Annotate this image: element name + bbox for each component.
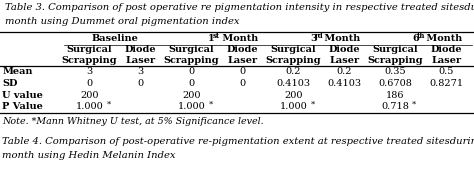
Text: 0: 0 [188, 67, 194, 76]
Text: 1: 1 [209, 34, 215, 43]
Text: Surgical
Scrapping: Surgical Scrapping [62, 45, 117, 65]
Text: 0.8271: 0.8271 [429, 79, 463, 88]
Text: Surgical
Scrapping: Surgical Scrapping [164, 45, 219, 65]
Text: 0.4103: 0.4103 [327, 79, 361, 88]
Text: Note. *Mann Whitney U test, at 5% Significance level.: Note. *Mann Whitney U test, at 5% Signif… [2, 117, 264, 126]
Text: 200: 200 [80, 91, 99, 100]
Text: *: * [412, 101, 417, 108]
Text: *: * [107, 101, 111, 108]
Text: 0: 0 [137, 79, 144, 88]
Text: Table 4. Comparison of post-operative re-pigmentation extent at respective treat: Table 4. Comparison of post-operative re… [2, 136, 474, 145]
Text: *: * [310, 101, 315, 108]
Text: 200: 200 [182, 91, 201, 100]
Text: Mean: Mean [2, 67, 33, 76]
Text: 0.6708: 0.6708 [378, 79, 412, 88]
Text: month using Hedin Melanin Index: month using Hedin Melanin Index [2, 151, 176, 160]
Text: 0.718: 0.718 [381, 102, 409, 111]
Text: 0.35: 0.35 [384, 67, 406, 76]
Text: Table 3. Comparison of post operative re pigmentation intensity in respective tr: Table 3. Comparison of post operative re… [5, 3, 474, 12]
Text: U value: U value [2, 91, 43, 100]
Text: Month: Month [422, 34, 462, 43]
Text: 3: 3 [86, 67, 92, 76]
Text: Diode
Laser: Diode Laser [125, 45, 156, 65]
Text: *: * [209, 101, 213, 108]
Text: 6: 6 [412, 34, 419, 43]
Text: Diode
Laser: Diode Laser [328, 45, 360, 65]
Text: Surgical
Scrapping: Surgical Scrapping [265, 45, 321, 65]
Text: 0.2: 0.2 [337, 67, 352, 76]
Text: 0: 0 [239, 79, 246, 88]
Text: Baseline: Baseline [91, 34, 138, 43]
Text: 1.000: 1.000 [75, 102, 103, 111]
Text: 0.4103: 0.4103 [276, 79, 310, 88]
Text: rd: rd [315, 32, 324, 40]
Text: 3: 3 [310, 34, 317, 43]
Text: Diode
Laser: Diode Laser [430, 45, 462, 65]
Text: 1.000: 1.000 [177, 102, 205, 111]
Text: Diode
Laser: Diode Laser [227, 45, 258, 65]
Text: 0: 0 [239, 67, 246, 76]
Text: 0.5: 0.5 [438, 67, 454, 76]
Text: 3: 3 [137, 67, 144, 76]
Text: 186: 186 [386, 91, 404, 100]
Text: Surgical
Scrapping: Surgical Scrapping [367, 45, 423, 65]
Text: month using Dummet oral pigmentation index: month using Dummet oral pigmentation ind… [5, 17, 239, 26]
Text: SD: SD [2, 79, 18, 88]
Text: Month: Month [320, 34, 360, 43]
Text: 200: 200 [284, 91, 302, 100]
Text: Month: Month [219, 34, 258, 43]
Text: 0: 0 [86, 79, 92, 88]
Text: st: st [213, 32, 220, 40]
Text: 0.2: 0.2 [285, 67, 301, 76]
Text: th: th [417, 32, 425, 40]
Text: 0: 0 [188, 79, 194, 88]
Text: 1.000: 1.000 [279, 102, 307, 111]
Text: P Value: P Value [2, 102, 43, 111]
